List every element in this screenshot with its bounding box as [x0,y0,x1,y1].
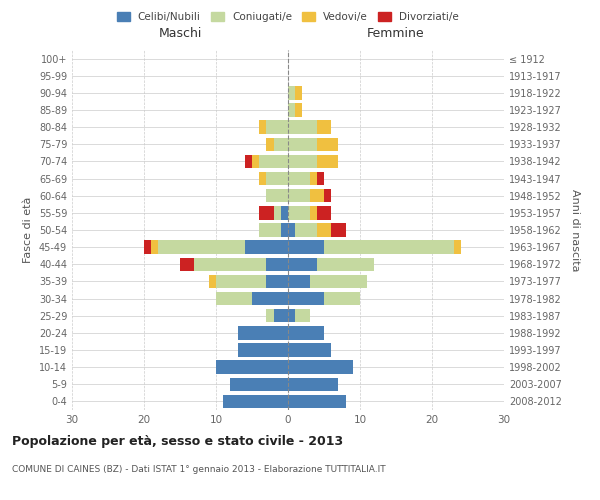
Bar [288,326,324,340]
Y-axis label: Anni di nascita: Anni di nascita [570,188,580,271]
Text: COMUNE DI CAINES (BZ) - Dati ISTAT 1° gennaio 2013 - Elaborazione TUTTITALIA.IT: COMUNE DI CAINES (BZ) - Dati ISTAT 1° ge… [12,465,386,474]
Bar [295,86,302,100]
Bar [310,206,317,220]
Bar [274,206,281,220]
Bar [317,258,374,271]
Bar [317,172,324,186]
Bar [266,274,288,288]
Bar [252,292,288,306]
Bar [281,224,288,236]
Bar [259,172,266,186]
Bar [324,240,454,254]
Bar [288,154,317,168]
Bar [288,138,317,151]
Bar [288,104,295,117]
Bar [238,344,288,356]
Bar [194,258,266,271]
Bar [295,224,317,236]
Bar [281,206,288,220]
Bar [180,258,194,271]
Y-axis label: Fasce di età: Fasce di età [23,197,33,263]
Bar [288,240,324,254]
Bar [288,206,310,220]
Bar [310,274,367,288]
Bar [288,394,346,408]
Bar [151,240,158,254]
Bar [288,258,317,271]
Bar [209,274,216,288]
Bar [288,309,295,322]
Bar [324,292,360,306]
Text: Popolazione per età, sesso e stato civile - 2013: Popolazione per età, sesso e stato civil… [12,435,343,448]
Bar [310,189,324,202]
Bar [310,172,317,186]
Bar [266,172,288,186]
Text: Femmine: Femmine [367,26,425,40]
Bar [252,154,259,168]
Bar [216,360,288,374]
Bar [288,224,295,236]
Text: Maschi: Maschi [158,26,202,40]
Bar [288,172,310,186]
Bar [266,309,274,322]
Bar [259,224,281,236]
Bar [288,360,353,374]
Bar [454,240,461,254]
Bar [288,86,295,100]
Bar [259,206,274,220]
Bar [295,104,302,117]
Bar [331,224,346,236]
Bar [317,120,331,134]
Bar [288,344,331,356]
Bar [266,120,288,134]
Bar [274,138,288,151]
Bar [245,154,252,168]
Bar [324,189,331,202]
Bar [245,240,288,254]
Bar [216,274,266,288]
Bar [259,154,288,168]
Bar [274,309,288,322]
Bar [288,120,317,134]
Legend: Celibi/Nubili, Coniugati/e, Vedovi/e, Divorziati/e: Celibi/Nubili, Coniugati/e, Vedovi/e, Di… [113,8,463,26]
Bar [317,206,331,220]
Bar [288,378,338,391]
Bar [317,138,338,151]
Bar [216,292,252,306]
Bar [295,309,310,322]
Bar [288,292,324,306]
Bar [144,240,151,254]
Bar [158,240,245,254]
Bar [259,120,266,134]
Bar [288,274,310,288]
Bar [223,394,288,408]
Bar [238,326,288,340]
Bar [230,378,288,391]
Bar [266,258,288,271]
Bar [266,189,288,202]
Bar [288,189,310,202]
Bar [266,138,274,151]
Bar [317,224,331,236]
Bar [317,154,338,168]
